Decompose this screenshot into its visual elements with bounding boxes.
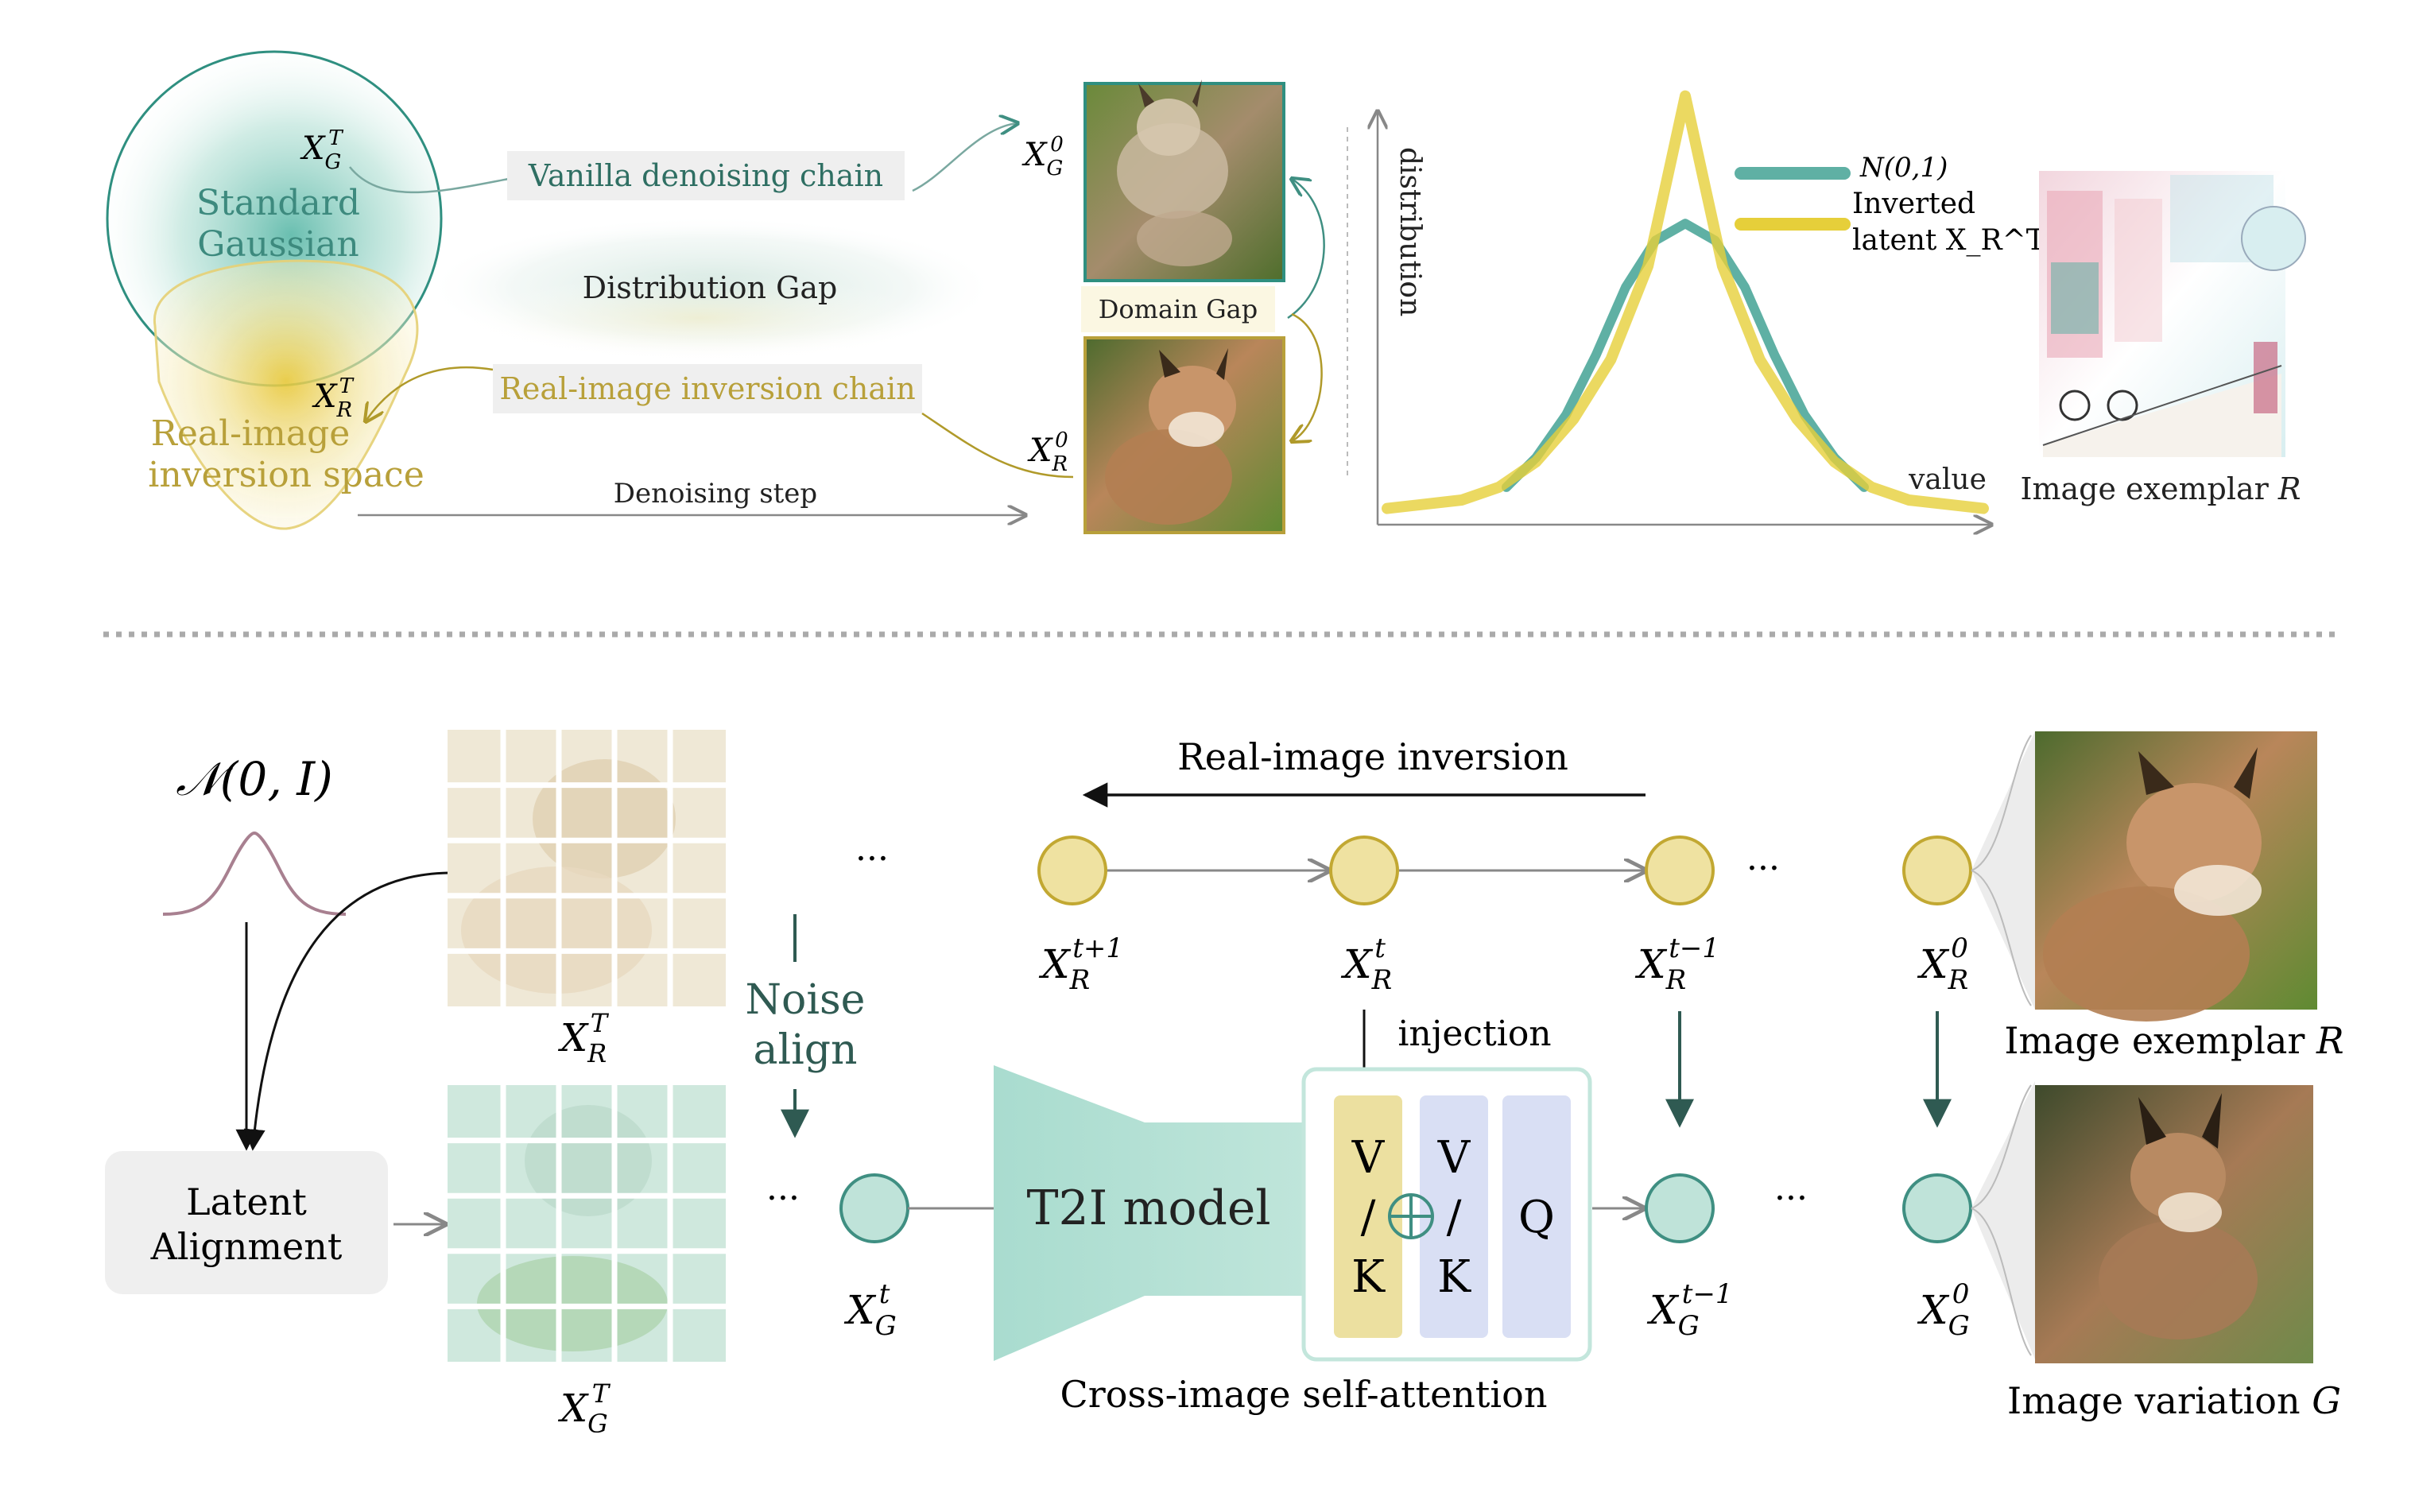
normal-distribution-label: 𝒩(0, I) <box>176 752 333 806</box>
grid-to-alignment-arrow <box>243 871 450 1151</box>
exemplar-fan <box>1971 731 2035 1010</box>
node-xr-tm1 <box>1645 835 1715 905</box>
bottom-exemplar-caption: Image exemplar R <box>2004 1019 2343 1062</box>
vk-generated-v: V <box>1437 1132 1471 1184</box>
top-panel: Standard Gaussian Real-image inversion s… <box>106 50 2306 534</box>
q-block <box>1502 1095 1571 1338</box>
standard-gaussian-label-2: Gaussian <box>197 224 359 265</box>
noise-align-label-2: align <box>753 1026 857 1074</box>
denoising-step-label: Denoising step <box>614 478 817 510</box>
chart-x-label: value <box>1908 463 1987 496</box>
label-xg-0: XG0 <box>1917 1278 1970 1342</box>
variation-fan <box>1971 1081 2035 1359</box>
label-xr-tp1: XRt+1 <box>1038 932 1123 996</box>
real-image-space-label-2: inversion space <box>148 455 424 495</box>
latent-alignment-label-2: Alignment <box>150 1225 343 1268</box>
node-xr-tp1 <box>1037 835 1107 905</box>
generated-lynx-image <box>1083 79 1285 282</box>
latent-alignment-box <box>105 1151 388 1294</box>
bottom-panel: 𝒩(0, I) Latent Alignment XRT XGT <box>105 730 2344 1439</box>
t2i-model-shape <box>994 1065 1304 1361</box>
math-xg-0-top: XG0 <box>1021 133 1064 180</box>
grid-real-label: XRT <box>557 1008 610 1068</box>
legend-inverted-label: Inverted <box>1852 188 1975 220</box>
label-xg-t: XGt <box>843 1278 897 1342</box>
label-xr-tm1: XRt−1 <box>1634 932 1719 996</box>
variation-lynx-image <box>2035 1085 2313 1363</box>
variation-caption: Image variation G <box>2007 1379 2341 1422</box>
concat-plus-icon <box>1388 1193 1434 1239</box>
standard-gaussian-label: Standard <box>196 183 360 223</box>
normal-bell-curve <box>162 831 347 916</box>
latent-alignment-label: Latent <box>186 1181 307 1223</box>
real-image-space-label: Real-image <box>151 413 351 454</box>
node-xg-tm1 <box>1645 1173 1715 1243</box>
legend-inverted-label-2: latent X_R^T <box>1852 224 2045 257</box>
top-exemplar-caption: Image exemplar R <box>2020 471 2301 506</box>
node-xg-0 <box>1902 1173 1972 1243</box>
q-label: Q <box>1518 1192 1555 1243</box>
latent-grid-generated <box>448 1085 726 1362</box>
label-xg-tm1: XGt−1 <box>1646 1278 1733 1342</box>
vk-exemplar-slash: / <box>1361 1192 1376 1243</box>
vanilla-chain-box <box>507 151 905 200</box>
grid-generated-label: XGT <box>557 1378 611 1439</box>
real-image-space-blob <box>153 259 419 530</box>
inversion-chain-line <box>366 366 494 421</box>
series-line-normal <box>1502 219 1869 492</box>
inversion-chain-label: Real-image inversion chain <box>499 371 915 406</box>
distribution-gap-cloud-yellow <box>461 274 938 362</box>
node-xr-t <box>1329 835 1399 905</box>
label-xr-0: XR0 <box>1917 932 1968 996</box>
chart-y-label: distribution <box>1394 147 1426 316</box>
domain-gap-box <box>1081 286 1275 332</box>
node-xg-t <box>839 1173 909 1243</box>
exemplar-vk-block <box>1334 1095 1402 1338</box>
injection-label: injection <box>1397 1014 1551 1054</box>
inversion-chain-tail <box>921 412 1074 479</box>
latent-grid-real <box>448 730 726 1006</box>
vanilla-chain-arrow <box>912 123 1018 192</box>
domain-gap-label: Domain Gap <box>1099 294 1258 324</box>
node-xr-0 <box>1902 835 1972 905</box>
domain-gap-arrow-down <box>1292 312 1323 441</box>
ellipsis-bottom-left: ··· <box>766 1178 800 1219</box>
vk-exemplar-v: V <box>1351 1132 1386 1184</box>
real-image-inversion-label: Real-image inversion <box>1177 735 1568 778</box>
vanilla-chain-line <box>349 166 510 194</box>
t2i-model-label: T2I model <box>1026 1181 1270 1236</box>
generated-vk-block <box>1420 1095 1488 1338</box>
math-xr-t-top: XRT <box>312 374 355 422</box>
cross-attention-label: Cross-image self-attention <box>1060 1373 1548 1416</box>
street-sketch-exemplar-image <box>2039 171 2306 457</box>
vanilla-chain-label: Vanilla denoising chain <box>528 158 883 193</box>
ellipsis-top-left: ··· <box>855 839 889 879</box>
ellipsis-bottom-right: ··· <box>1774 1178 1808 1219</box>
label-xr-t: XRt <box>1340 932 1392 996</box>
math-xr-0-top: XR0 <box>1027 428 1068 476</box>
math-xg-t-top: XGT <box>300 126 343 174</box>
domain-gap-arrow-up <box>1288 179 1325 320</box>
real-lynx-image <box>1083 336 1285 534</box>
distribution-chart: distribution value N(0,1) Inverted laten… <box>1378 90 2045 525</box>
vk-generated-k: K <box>1437 1251 1471 1303</box>
exemplar-lynx-image <box>2035 731 2317 1022</box>
inversion-chain-box <box>493 364 922 413</box>
distribution-gap-label: Distribution Gap <box>583 270 838 305</box>
legend-normal-label: N(0,1) <box>1859 152 1948 184</box>
noise-align-label: Noise <box>746 976 866 1024</box>
ellipsis-top-right: ··· <box>1746 848 1780 889</box>
vk-generated-slash: / <box>1447 1192 1462 1243</box>
vk-exemplar-k: K <box>1351 1251 1386 1303</box>
